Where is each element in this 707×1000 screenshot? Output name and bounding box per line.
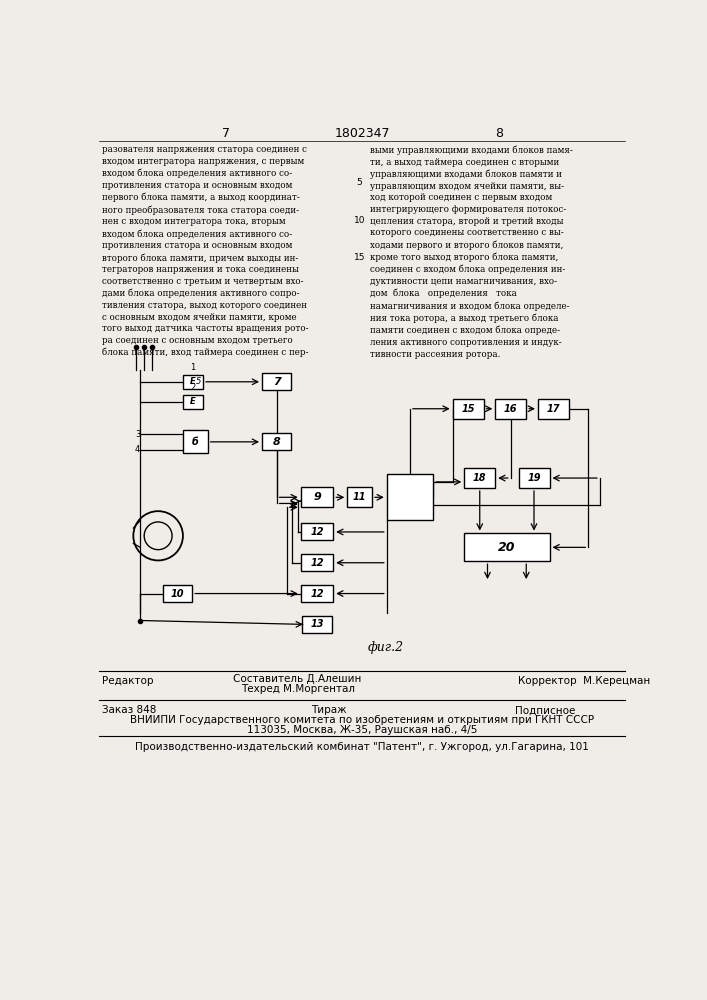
Text: 7: 7 bbox=[273, 377, 281, 387]
Text: 10: 10 bbox=[171, 589, 185, 599]
Bar bbox=[495, 399, 526, 419]
Text: Заказ 848: Заказ 848 bbox=[103, 705, 157, 715]
Text: Тираж: Тираж bbox=[311, 705, 346, 715]
Text: Корректор  М.Керецман: Корректор М.Керецман bbox=[518, 676, 650, 686]
Text: 20: 20 bbox=[498, 541, 515, 554]
Text: 15: 15 bbox=[462, 404, 475, 414]
Bar bbox=[303, 616, 332, 633]
Text: Составитель Д.Алешин: Составитель Д.Алешин bbox=[233, 674, 362, 684]
Bar bbox=[300, 585, 333, 602]
Text: 12: 12 bbox=[310, 589, 324, 599]
Text: фиг.2: фиг.2 bbox=[368, 641, 404, 654]
Text: 15: 15 bbox=[354, 253, 366, 262]
Bar bbox=[300, 487, 333, 507]
Bar bbox=[300, 523, 333, 540]
Bar bbox=[262, 433, 291, 450]
Text: Подписное: Подписное bbox=[515, 705, 575, 715]
Bar bbox=[518, 468, 549, 488]
Text: 7: 7 bbox=[221, 127, 230, 140]
Text: 2: 2 bbox=[190, 383, 196, 392]
Bar bbox=[387, 474, 433, 520]
Text: 10: 10 bbox=[354, 216, 366, 225]
Text: 11: 11 bbox=[353, 492, 366, 502]
Text: 12: 12 bbox=[310, 527, 324, 537]
Text: 8: 8 bbox=[495, 127, 503, 140]
Text: 12: 12 bbox=[310, 558, 324, 568]
Text: 9: 9 bbox=[313, 492, 321, 502]
Text: выми управляющими входами блоков памя-
ти, а выход таймера соединен с вторыми
уп: выми управляющими входами блоков памя- т… bbox=[370, 145, 573, 359]
Text: ВНИИПИ Государственного комитета по изобретениям и открытиям при ГКНТ СССР: ВНИИПИ Государственного комитета по изоб… bbox=[130, 715, 594, 725]
Text: 8: 8 bbox=[273, 437, 281, 447]
Text: 3: 3 bbox=[135, 430, 140, 439]
Text: разователя напряжения статора соединен с
входом интегратора напряжения, с первым: разователя напряжения статора соединен с… bbox=[103, 145, 309, 357]
Text: 5: 5 bbox=[357, 178, 363, 187]
Text: E: E bbox=[190, 397, 196, 406]
Bar bbox=[538, 399, 569, 419]
Bar bbox=[347, 487, 372, 507]
Bar bbox=[464, 468, 495, 488]
Text: 17: 17 bbox=[547, 404, 560, 414]
Bar bbox=[300, 554, 333, 571]
Text: 13: 13 bbox=[310, 619, 324, 629]
Bar bbox=[183, 395, 203, 409]
Text: Техред М.Моргентал: Техред М.Моргентал bbox=[240, 684, 355, 694]
Text: 19: 19 bbox=[527, 473, 541, 483]
Bar bbox=[262, 373, 291, 390]
Text: б: б bbox=[192, 437, 199, 447]
Text: E: E bbox=[190, 377, 196, 386]
Text: 18: 18 bbox=[473, 473, 486, 483]
Text: 113035, Москва, Ж-35, Раушская наб., 4/5: 113035, Москва, Ж-35, Раушская наб., 4/5 bbox=[247, 725, 477, 735]
Text: 5: 5 bbox=[196, 377, 201, 386]
Text: 1802347: 1802347 bbox=[334, 127, 390, 140]
Bar bbox=[183, 430, 208, 453]
Text: 4: 4 bbox=[135, 445, 140, 454]
Text: Производственно-издательский комбинат "Патент", г. Ужгород, ул.Гагарина, 101: Производственно-издательский комбинат "П… bbox=[135, 742, 589, 752]
Text: 16: 16 bbox=[504, 404, 518, 414]
Bar bbox=[452, 399, 484, 419]
Bar bbox=[183, 375, 203, 389]
Bar bbox=[464, 533, 549, 561]
Bar bbox=[163, 585, 192, 602]
Text: Редактор: Редактор bbox=[103, 676, 154, 686]
Text: 1: 1 bbox=[190, 363, 196, 372]
